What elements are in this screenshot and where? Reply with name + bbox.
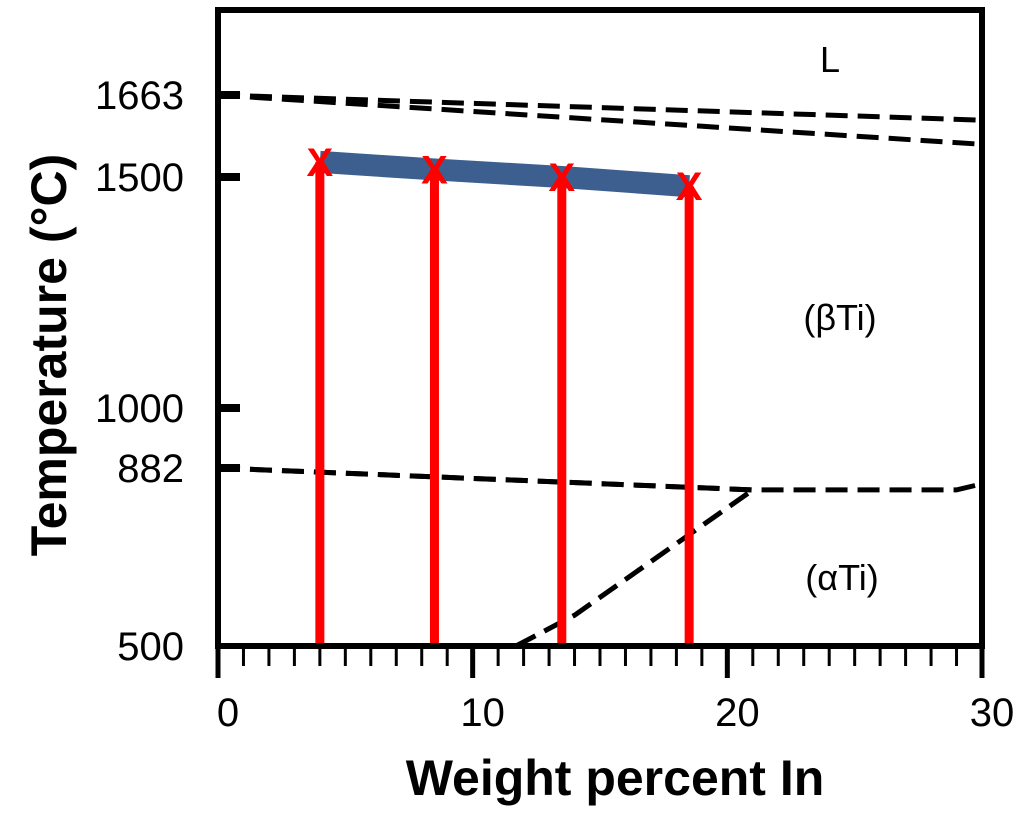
sample-marker: X <box>676 165 703 209</box>
phase-region-group: L (βTi) (αTi) <box>803 39 878 598</box>
y-tick-label: 882 <box>117 447 184 491</box>
y-tick-label: 1663 <box>95 74 184 118</box>
sample-marker: X <box>421 148 448 192</box>
phase-region-label: (βTi) <box>803 297 876 338</box>
x-tick-label: 20 <box>715 691 760 735</box>
phase-region-label: L <box>820 39 840 80</box>
x-axis-title: Weight percent In <box>406 750 825 806</box>
sample-band <box>319 150 690 198</box>
beta-transus-lower-line <box>217 465 753 493</box>
x-tick-label: 0 <box>217 691 239 735</box>
phase-region-label: (αTi) <box>805 557 878 598</box>
solidus-line <box>217 92 983 147</box>
liquidus-line <box>217 92 983 123</box>
y-tick-label: 1500 <box>95 156 184 200</box>
sample-marker: X <box>307 141 334 185</box>
y-tick-label: 500 <box>117 625 184 669</box>
x-tick-label: 10 <box>460 691 505 735</box>
sample-marker: X <box>548 156 575 200</box>
alpha-boundary-line <box>514 487 755 649</box>
x-tick-label: 30 <box>970 691 1015 735</box>
tick-group: 1663 1500 1000 882 500 0 10 20 30 <box>95 74 1014 735</box>
y-tick-label: 1000 <box>95 387 184 431</box>
y-axis-title: Temperature (°C) <box>21 154 77 556</box>
